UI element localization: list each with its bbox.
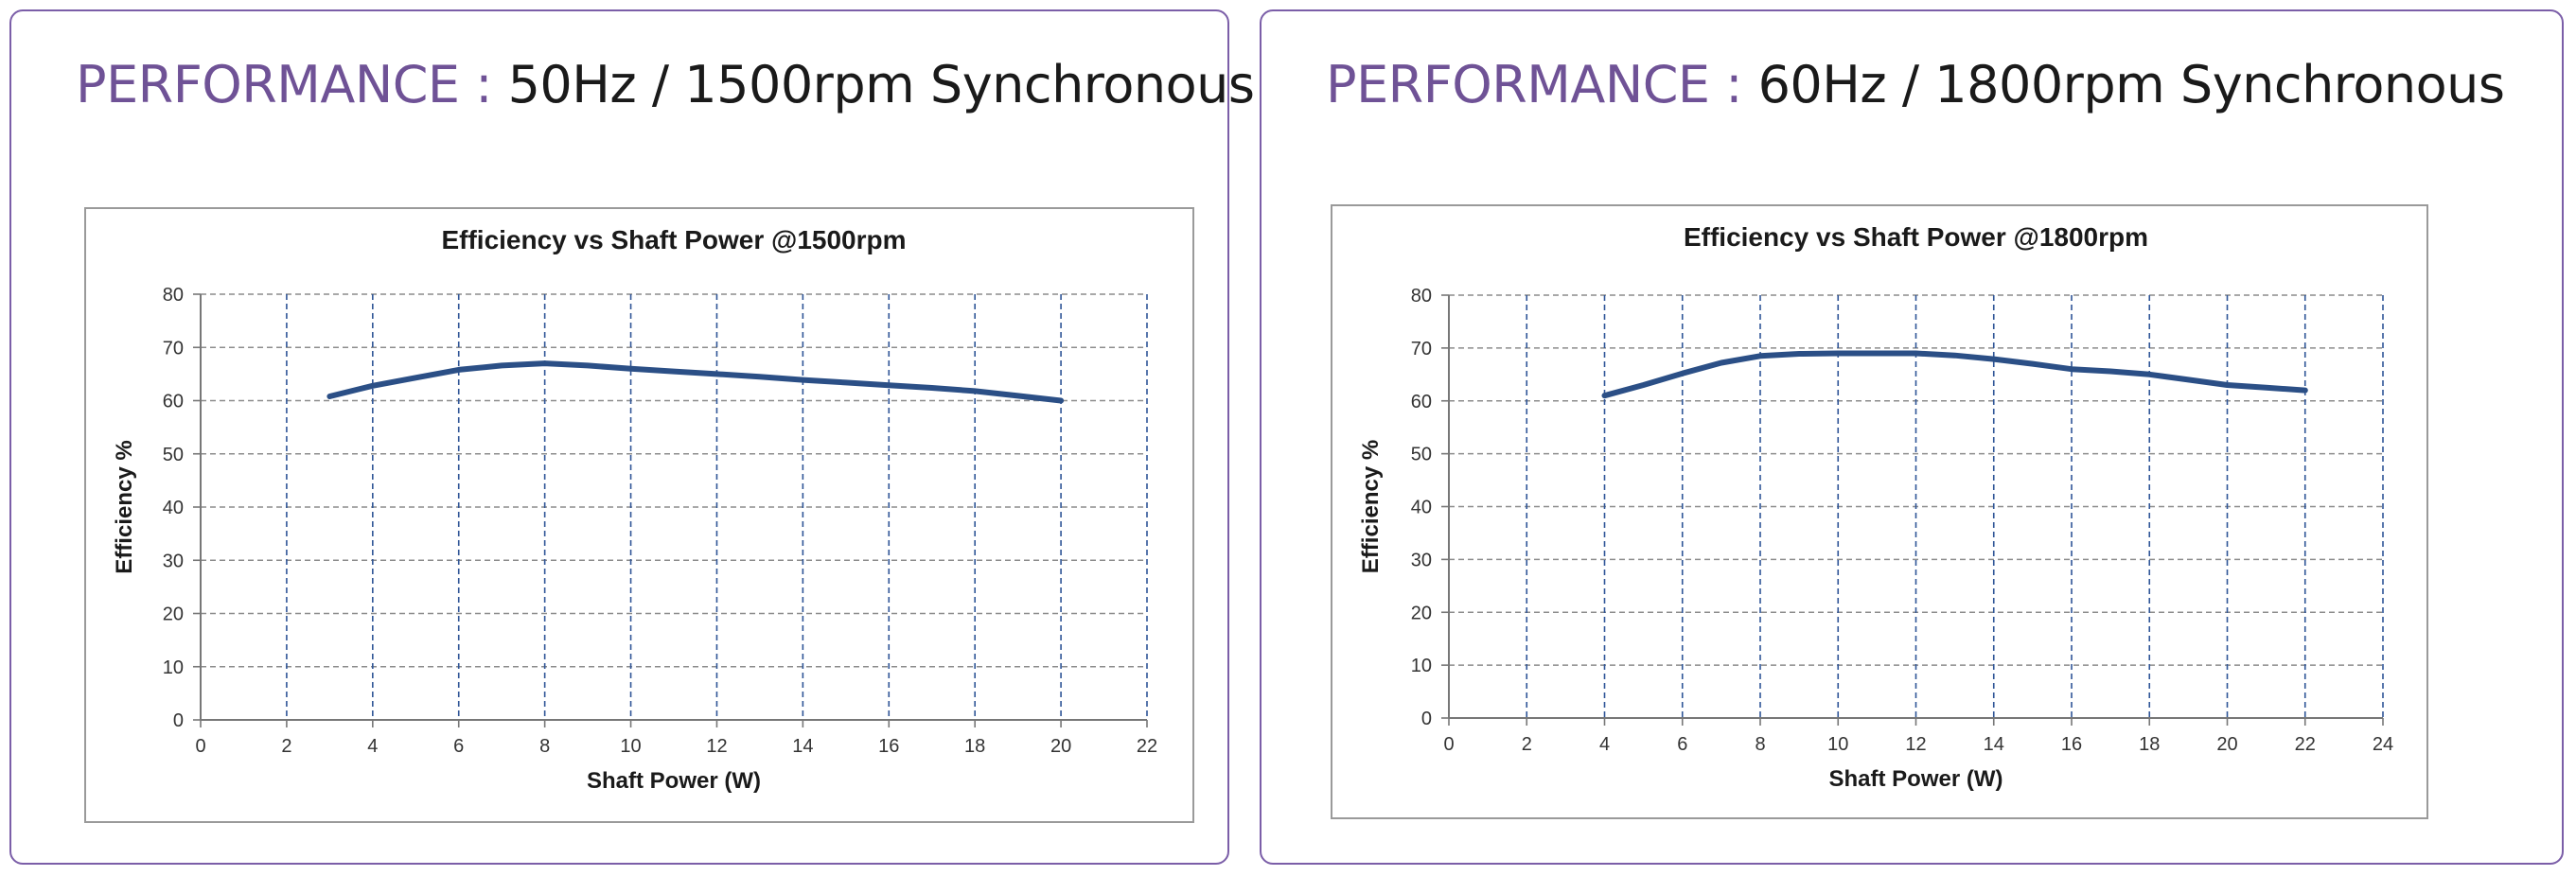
y-tick-label: 40 (1411, 498, 1432, 518)
y-tick-label: 80 (1411, 286, 1432, 307)
y-tick-label: 10 (163, 657, 184, 678)
performance-panel-50hz: PERFORMANCE : 50Hz / 1500rpm Synchronous… (9, 9, 1255, 865)
x-tick-label: 2 (281, 736, 291, 757)
y-axis-label: Efficiency % (1358, 440, 1384, 573)
heading-prefix: PERFORMANCE : (1326, 55, 1742, 114)
chart-frame: 0 10 20 30 40 50 60 70 80 0 2 4 6 8 10 12 14 16 18 20 22 24 Ef… (1331, 204, 2428, 819)
x-tick-label: 16 (878, 736, 899, 757)
x-tick-label: 22 (2295, 734, 2316, 755)
y-tick-label: 0 (1421, 709, 1432, 729)
x-tick-label: 8 (1755, 734, 1765, 755)
efficiency-series-line (326, 360, 1065, 404)
x-tick-label: 20 (2216, 734, 2237, 755)
x-tick-label: 20 (1050, 736, 1071, 757)
x-tick-label: 16 (2061, 734, 2082, 755)
x-tick-label: 0 (195, 736, 205, 757)
efficiency-chart-1500rpm: 0 10 20 30 40 50 60 70 80 0 2 4 6 8 10 12 14 16 18 20 22 Effi… (112, 225, 1157, 794)
x-tick-label: 0 (1443, 734, 1454, 755)
y-tick-label: 0 (173, 710, 184, 731)
y-tick-label: 50 (1411, 445, 1432, 465)
y-tick-label: 20 (163, 604, 184, 625)
y-tick-label: 20 (1411, 603, 1432, 623)
x-tick-label: 4 (367, 736, 378, 757)
x-axis-label: Shaft Power (W) (1829, 766, 2003, 792)
panel-heading: PERFORMANCE : 60Hz / 1800rpm Synchronous (1326, 55, 2505, 114)
y-axis-label: Efficiency % (112, 440, 137, 573)
x-tick-label: 12 (706, 736, 727, 757)
x-tick-label: 2 (1522, 734, 1532, 755)
y-tick-label: 10 (1411, 656, 1432, 676)
x-tick-label: 10 (620, 736, 641, 757)
x-tick-label: 6 (453, 736, 464, 757)
y-tick-label: 50 (163, 445, 184, 465)
x-tick-label: 10 (1827, 734, 1848, 755)
y-tick-label: 80 (163, 285, 184, 306)
x-axis-label: Shaft Power (W) (587, 768, 761, 794)
x-tick-label: 24 (2373, 734, 2393, 755)
x-tick-label: 4 (1599, 734, 1610, 755)
heading-spec: 60Hz / 1800rpm Synchronous (1741, 55, 2505, 114)
chart-frame: 0 10 20 30 40 50 60 70 80 0 2 4 6 8 10 12 14 16 18 20 22 Effi… (84, 207, 1194, 823)
x-tick-label: 14 (792, 736, 813, 757)
y-tick-label: 70 (1411, 339, 1432, 359)
x-tick-label: 8 (539, 736, 550, 757)
chart-title: Efficiency vs Shaft Power @1800rpm (1684, 222, 2148, 252)
x-tick-label: 18 (964, 736, 985, 757)
y-tick-label: 60 (163, 392, 184, 412)
efficiency-series-line (1601, 350, 2308, 399)
x-tick-label: 12 (1905, 734, 1926, 755)
heading-prefix: PERFORMANCE : (76, 55, 492, 114)
y-tick-label: 40 (163, 498, 184, 518)
y-tick-label: 30 (1411, 550, 1432, 570)
x-tick-label: 22 (1137, 736, 1157, 757)
x-tick-label: 6 (1677, 734, 1687, 755)
x-tick-label: 18 (2139, 734, 2160, 755)
heading-spec: 50Hz / 1500rpm Synchronous (491, 55, 1255, 114)
panel-heading: PERFORMANCE : 50Hz / 1500rpm Synchronous (76, 55, 1255, 114)
y-tick-label: 60 (1411, 392, 1432, 412)
y-tick-label: 70 (163, 338, 184, 359)
chart-title: Efficiency vs Shaft Power @1500rpm (441, 225, 906, 254)
performance-panel-60hz: PERFORMANCE : 60Hz / 1800rpm Synchronous… (1260, 9, 2564, 865)
y-tick-label: 30 (163, 551, 184, 571)
x-tick-label: 14 (1984, 734, 2004, 755)
